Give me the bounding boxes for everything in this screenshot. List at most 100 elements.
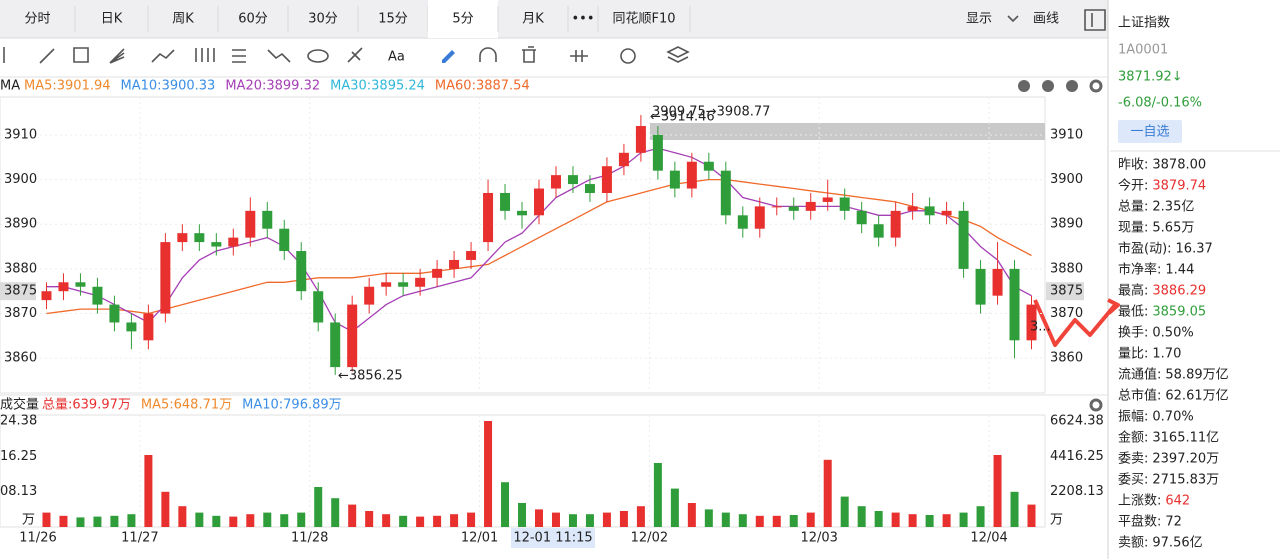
chart-button[interactable] <box>1018 80 1030 92</box>
stat-label: 量比: <box>1118 347 1148 362</box>
font-tool[interactable]: Aa <box>388 50 405 65</box>
volume-bar <box>1027 504 1036 527</box>
annotation: ←3856.25 <box>338 369 403 384</box>
tab[interactable]: 周K <box>172 12 194 27</box>
magnet-icon[interactable] <box>479 47 497 62</box>
draw-menu[interactable]: 画线 <box>1033 12 1059 27</box>
panel-toggle[interactable] <box>1084 9 1106 31</box>
tab[interactable]: 分时 <box>24 12 50 27</box>
vol-tick-label: 08.13 <box>0 484 37 499</box>
ma-legend-item: MA30:3895.24 <box>330 79 425 94</box>
ma-legend-item: MA5:3901.94 <box>24 79 111 94</box>
candle-body <box>822 197 833 202</box>
stat-value: 2715.83万 <box>1152 473 1219 488</box>
candle-body <box>669 170 680 189</box>
y-tick-label: 3910 <box>4 127 37 142</box>
vol-unit: 万 <box>1050 513 1063 528</box>
candle-body <box>941 210 952 216</box>
stat-value: 3886.29 <box>1152 284 1206 299</box>
volume-bar <box>993 455 1002 527</box>
watch-button-label[interactable]: 一自选 <box>1130 125 1169 140</box>
tab[interactable]: 15分 <box>378 12 408 27</box>
volume-bar <box>348 504 357 527</box>
stat-value: 62.61万亿 <box>1165 389 1228 404</box>
stat-value: 72 <box>1165 515 1182 530</box>
tab[interactable]: 5分 <box>452 12 473 27</box>
volume-bar <box>755 515 764 527</box>
volume-bar <box>144 455 153 527</box>
volume-bar <box>772 515 781 527</box>
tab[interactable]: 同花顺F10 <box>612 11 675 27</box>
chart-button[interactable] <box>1066 80 1078 92</box>
tab[interactable]: ••• <box>571 12 594 27</box>
volume-bar <box>416 516 425 527</box>
vol-settings[interactable] <box>1089 398 1103 412</box>
index-change: -6.08/-0.16% <box>1118 96 1202 111</box>
stat-label: 最高: <box>1118 283 1148 299</box>
vol-tick-label: 6624.38 <box>1050 414 1104 429</box>
chart-settings[interactable] <box>1089 79 1103 93</box>
y-tick-label: 3890 <box>1050 217 1083 232</box>
stat-value: 2.35亿 <box>1152 200 1194 215</box>
y-tick-label: 3860 <box>4 351 37 366</box>
stat-value: 5.65万 <box>1152 221 1194 236</box>
candle-body <box>347 304 358 368</box>
candle-body <box>601 166 612 193</box>
chart-button[interactable] <box>1042 80 1054 92</box>
stat-label: 昨收: <box>1118 158 1148 173</box>
candle-body <box>686 161 697 189</box>
volume-bar <box>195 512 204 527</box>
volume-bar <box>636 506 645 527</box>
volume-bar <box>263 512 272 527</box>
stat-label: 委买: <box>1118 473 1148 488</box>
vol-legend-item: 总量:639.97万 <box>42 398 131 413</box>
index-code: 1A0001 <box>1118 43 1168 58</box>
y-tick-label: 3880 <box>4 261 37 276</box>
volume-bar <box>789 515 798 527</box>
ma-label: MA <box>0 79 20 94</box>
settings-icon[interactable] <box>620 48 636 64</box>
stat-label: 金额: <box>1118 430 1148 446</box>
volume-bar <box>823 459 832 527</box>
vol-tick-label: 16.25 <box>0 449 37 464</box>
cursor-price: 3875 <box>4 284 37 299</box>
x-tick-label: 12/04 <box>970 531 1007 546</box>
candle-body <box>1009 268 1020 341</box>
tab[interactable]: 30分 <box>308 12 338 27</box>
display-menu[interactable]: 显示 <box>966 12 992 27</box>
volume-bar <box>619 511 628 527</box>
watch-button[interactable] <box>1118 120 1182 143</box>
toolbar: Aa <box>3 46 690 65</box>
red-arrow <box>1033 298 1120 347</box>
volume-bar <box>925 515 934 527</box>
volume-bar <box>161 491 170 527</box>
stat-label: 总市值: <box>1118 388 1161 404</box>
tab[interactable]: 60分 <box>238 12 268 27</box>
toolbar-icons[interactable] <box>3 46 690 64</box>
candle-body <box>126 322 137 332</box>
stat-value: 97.56亿 <box>1152 536 1202 551</box>
candle-body <box>907 206 918 211</box>
volume-bar <box>806 512 815 527</box>
y-tick-label: 3890 <box>4 217 37 232</box>
x-tick-label: 12/03 <box>800 531 837 546</box>
candle-body <box>109 304 120 323</box>
candle-body <box>890 210 901 238</box>
volume-bar <box>212 515 221 527</box>
price-frame <box>0 96 1046 394</box>
candle-body <box>534 188 544 216</box>
vol-tick-label: 2208.13 <box>1050 484 1104 499</box>
right-panel: 上证指数 1A0001 3871.92↓ -6.08/-0.16% 一自选 <box>1110 16 1280 152</box>
volume-bar <box>246 514 255 527</box>
candle-body <box>483 192 494 243</box>
volume-bar <box>602 512 611 527</box>
candle-body <box>177 233 188 243</box>
ma-legend-item: MA20:3899.32 <box>225 79 320 94</box>
candle-body <box>330 322 341 368</box>
chevron[interactable] <box>1007 15 1019 23</box>
vol-tick-label: 4416.25 <box>1050 449 1104 464</box>
tab[interactable]: 月K <box>522 12 544 27</box>
pen-icon[interactable] <box>442 50 455 63</box>
tab[interactable]: 日K <box>101 12 123 27</box>
candle-body <box>279 228 290 252</box>
